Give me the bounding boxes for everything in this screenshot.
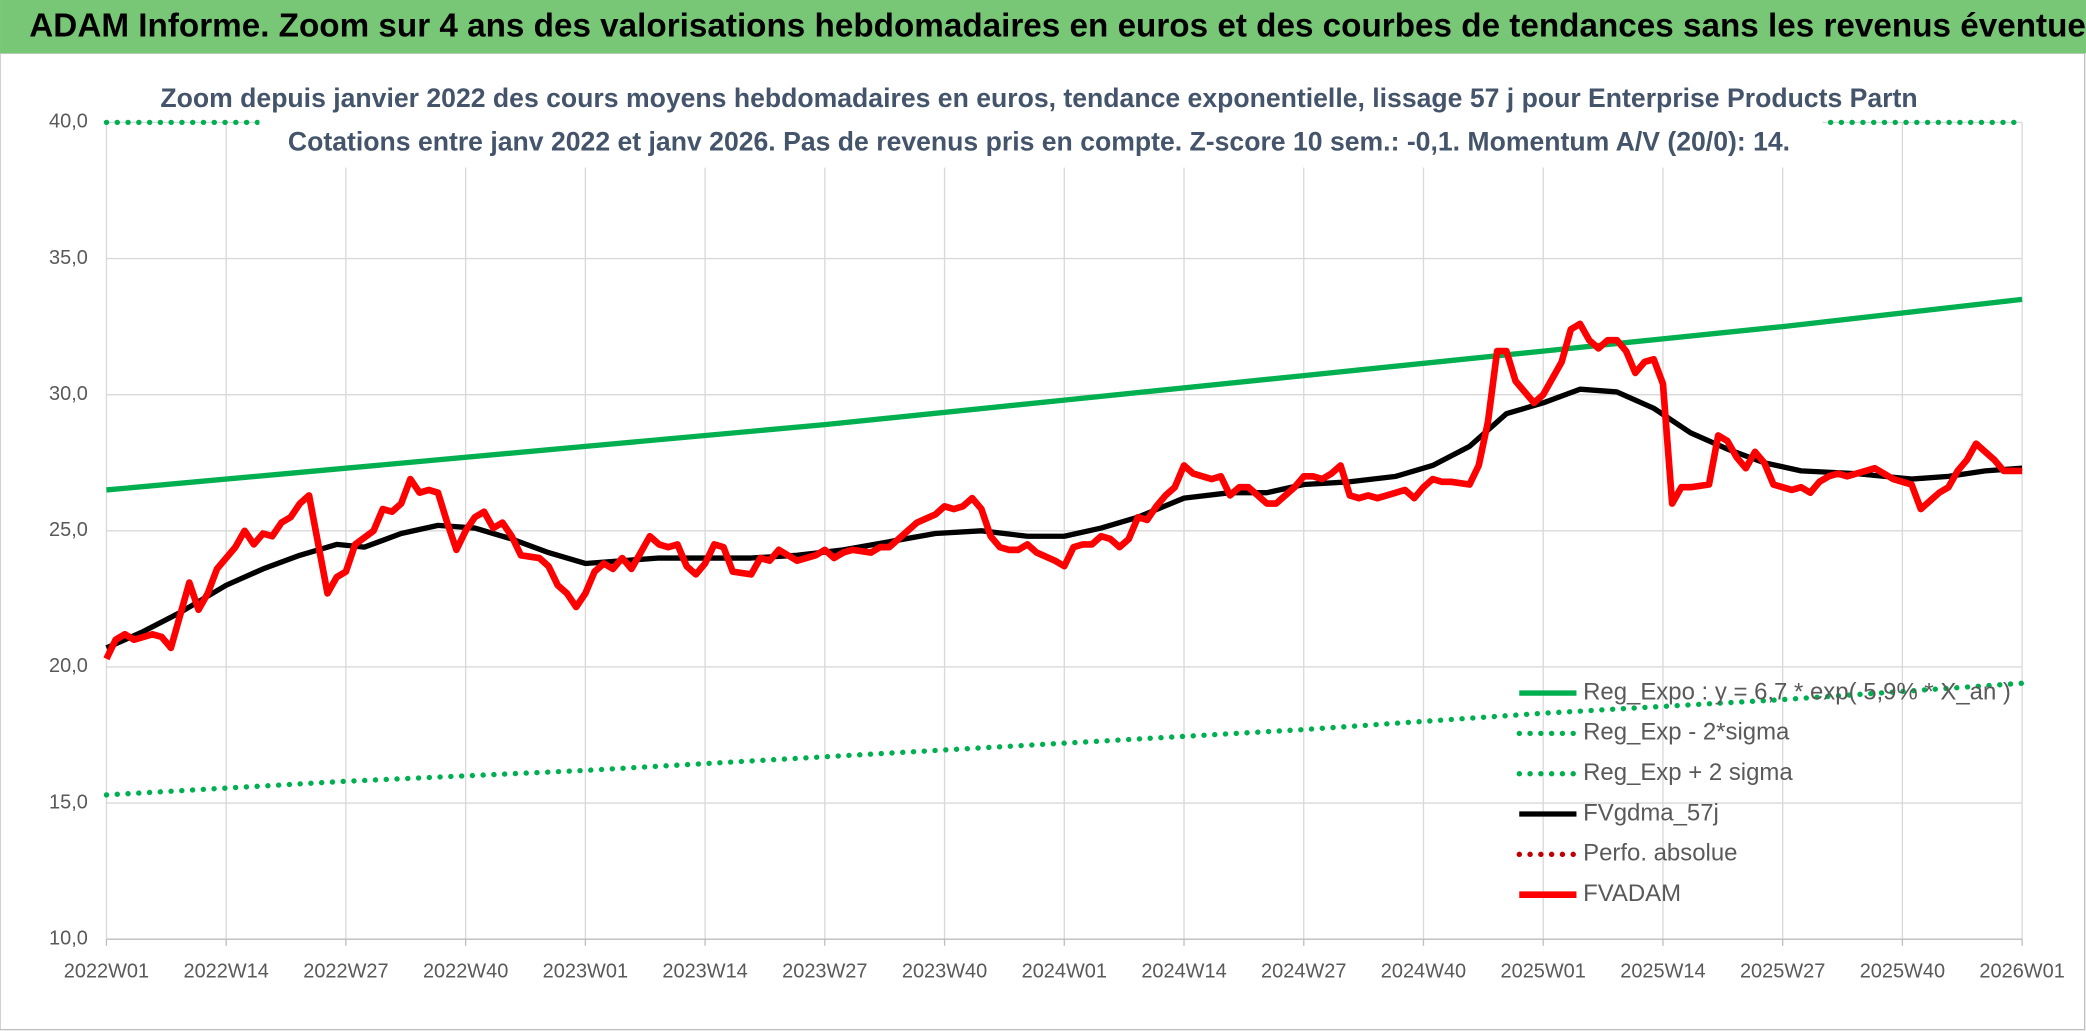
title-background: [259, 77, 1823, 168]
legend-label: Reg_Exp - 2*sigma: [1583, 719, 1790, 746]
x-tick-label: 2025W40: [1860, 961, 1945, 983]
legend: Reg_Expo : y = 6,7 * exp( 5,9% * X_an ) R…: [1516, 678, 2011, 907]
x-tick-label: 2026W01: [1979, 961, 2064, 983]
x-tick-label: 2023W01: [543, 961, 628, 983]
plot-area: 10,0 15,0 20,0 25,0 30,0 35,0 40,0 2022W01 2022W…: [49, 111, 2065, 983]
legend-label: FVADAM: [1583, 880, 1681, 907]
x-tick-label: 2025W27: [1740, 961, 1825, 983]
chart-title: Zoom depuis janvier 2022 des cours moyen…: [160, 83, 1917, 113]
y-tick-label: 10,0: [49, 927, 88, 949]
x-tick-label: 2023W40: [902, 961, 987, 983]
x-tick-label: 2023W14: [662, 961, 747, 983]
series-line: [103, 680, 2025, 798]
x-tick-label: 2025W01: [1501, 961, 1586, 983]
x-tick-label: 2024W01: [1022, 961, 1107, 983]
chart-subtitle: Cotations entre janv 2022 et janv 2026. …: [288, 127, 1790, 157]
y-tick-label: 25,0: [49, 519, 88, 541]
x-tick-label: 2024W40: [1381, 961, 1466, 983]
x-tick-label: 2024W14: [1141, 961, 1226, 983]
x-tick-label: 2022W40: [423, 961, 508, 983]
legend-label: Reg_Expo : y = 6,7 * exp( 5,9% * X_an ): [1583, 678, 2011, 705]
legend-label: Reg_Exp + 2 sigma: [1583, 759, 1793, 786]
series-line: [105, 386, 2023, 651]
x-tick-label: 2022W14: [184, 961, 269, 983]
x-tick-label: 2025W14: [1620, 961, 1705, 983]
legend-label: FVgdma_57j: [1583, 799, 1719, 826]
y-tick-label: 15,0: [49, 791, 88, 813]
series-line: [103, 320, 2023, 661]
legend-label: Perfo. absolue: [1583, 840, 1737, 867]
banner-title: ADAM Informe. Zoom sur 4 ans des valoris…: [29, 8, 2086, 45]
x-tick-label: 2023W27: [782, 961, 867, 983]
series-line: [106, 296, 2023, 493]
x-tick-label: 2022W01: [64, 961, 149, 983]
x-tick-label: 2022W27: [303, 961, 388, 983]
banner: [0, 0, 2086, 54]
y-tick-label: 30,0: [49, 383, 88, 405]
y-tick-label: 35,0: [49, 247, 88, 269]
y-tick-label: 20,0: [49, 655, 88, 677]
y-tick-label: 40,0: [49, 111, 88, 133]
x-tick-label: 2024W27: [1261, 961, 1346, 983]
